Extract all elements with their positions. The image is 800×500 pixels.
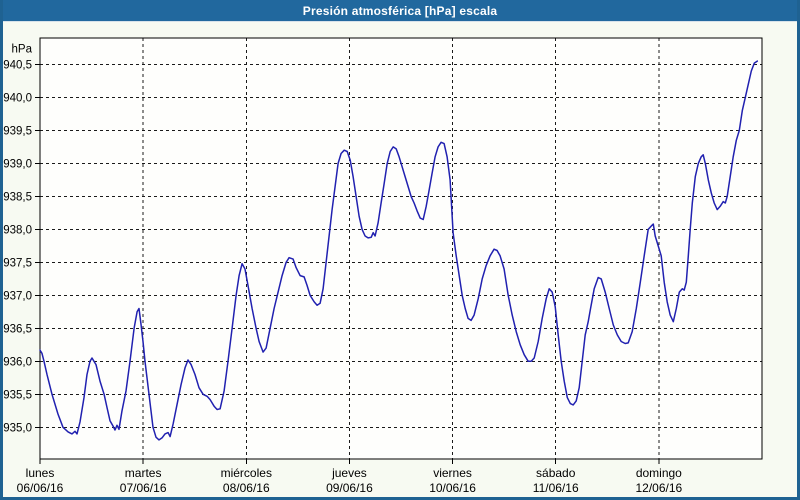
x-day-label: miércoles <box>221 466 272 480</box>
plot-border <box>39 37 763 460</box>
x-day-label: jueves <box>331 466 367 480</box>
title-bar[interactable]: Presión atmosférica [hPa] escala <box>0 0 800 22</box>
y-tick-label: 940,5 <box>3 59 32 71</box>
x-day-label: lunes <box>26 466 55 480</box>
x-day-label: martes <box>125 466 162 480</box>
window-border-right <box>797 0 800 500</box>
x-date-label: 08/06/16 <box>223 481 270 495</box>
y-tick-label: 938,0 <box>3 224 32 236</box>
window-border-bottom <box>0 497 800 500</box>
x-date-label: 06/06/16 <box>17 481 64 495</box>
x-date-label: 12/06/16 <box>635 481 682 495</box>
window-border-left <box>0 0 3 500</box>
x-date-label: 07/06/16 <box>120 481 167 495</box>
y-tick-label: 939,0 <box>3 158 32 170</box>
y-tick-label: 936,0 <box>3 356 32 368</box>
y-tick-label: 937,0 <box>3 290 32 302</box>
x-day-label: viernes <box>433 466 472 480</box>
pressure-line <box>39 60 759 441</box>
y-tick-label: 940,0 <box>3 92 32 104</box>
y-tick-label: 935,0 <box>3 422 32 434</box>
x-day-label: sábado <box>536 466 576 480</box>
y-tick-label: 938,5 <box>3 191 32 203</box>
y-tick-label: 939,5 <box>3 125 32 137</box>
x-date-label: 09/06/16 <box>326 481 373 495</box>
x-date-label: 11/06/16 <box>533 481 579 495</box>
y-axis-unit-label: hPa <box>12 43 33 55</box>
plot-background <box>40 38 762 459</box>
window-title: Presión atmosférica [hPa] escala <box>302 3 498 18</box>
x-date-label: 10/06/16 <box>429 481 476 495</box>
x-day-label: domingo <box>636 466 682 480</box>
y-tick-label: 935,5 <box>3 389 32 401</box>
y-tick-label: 936,5 <box>3 323 32 335</box>
y-tick-label: 937,5 <box>3 257 32 269</box>
